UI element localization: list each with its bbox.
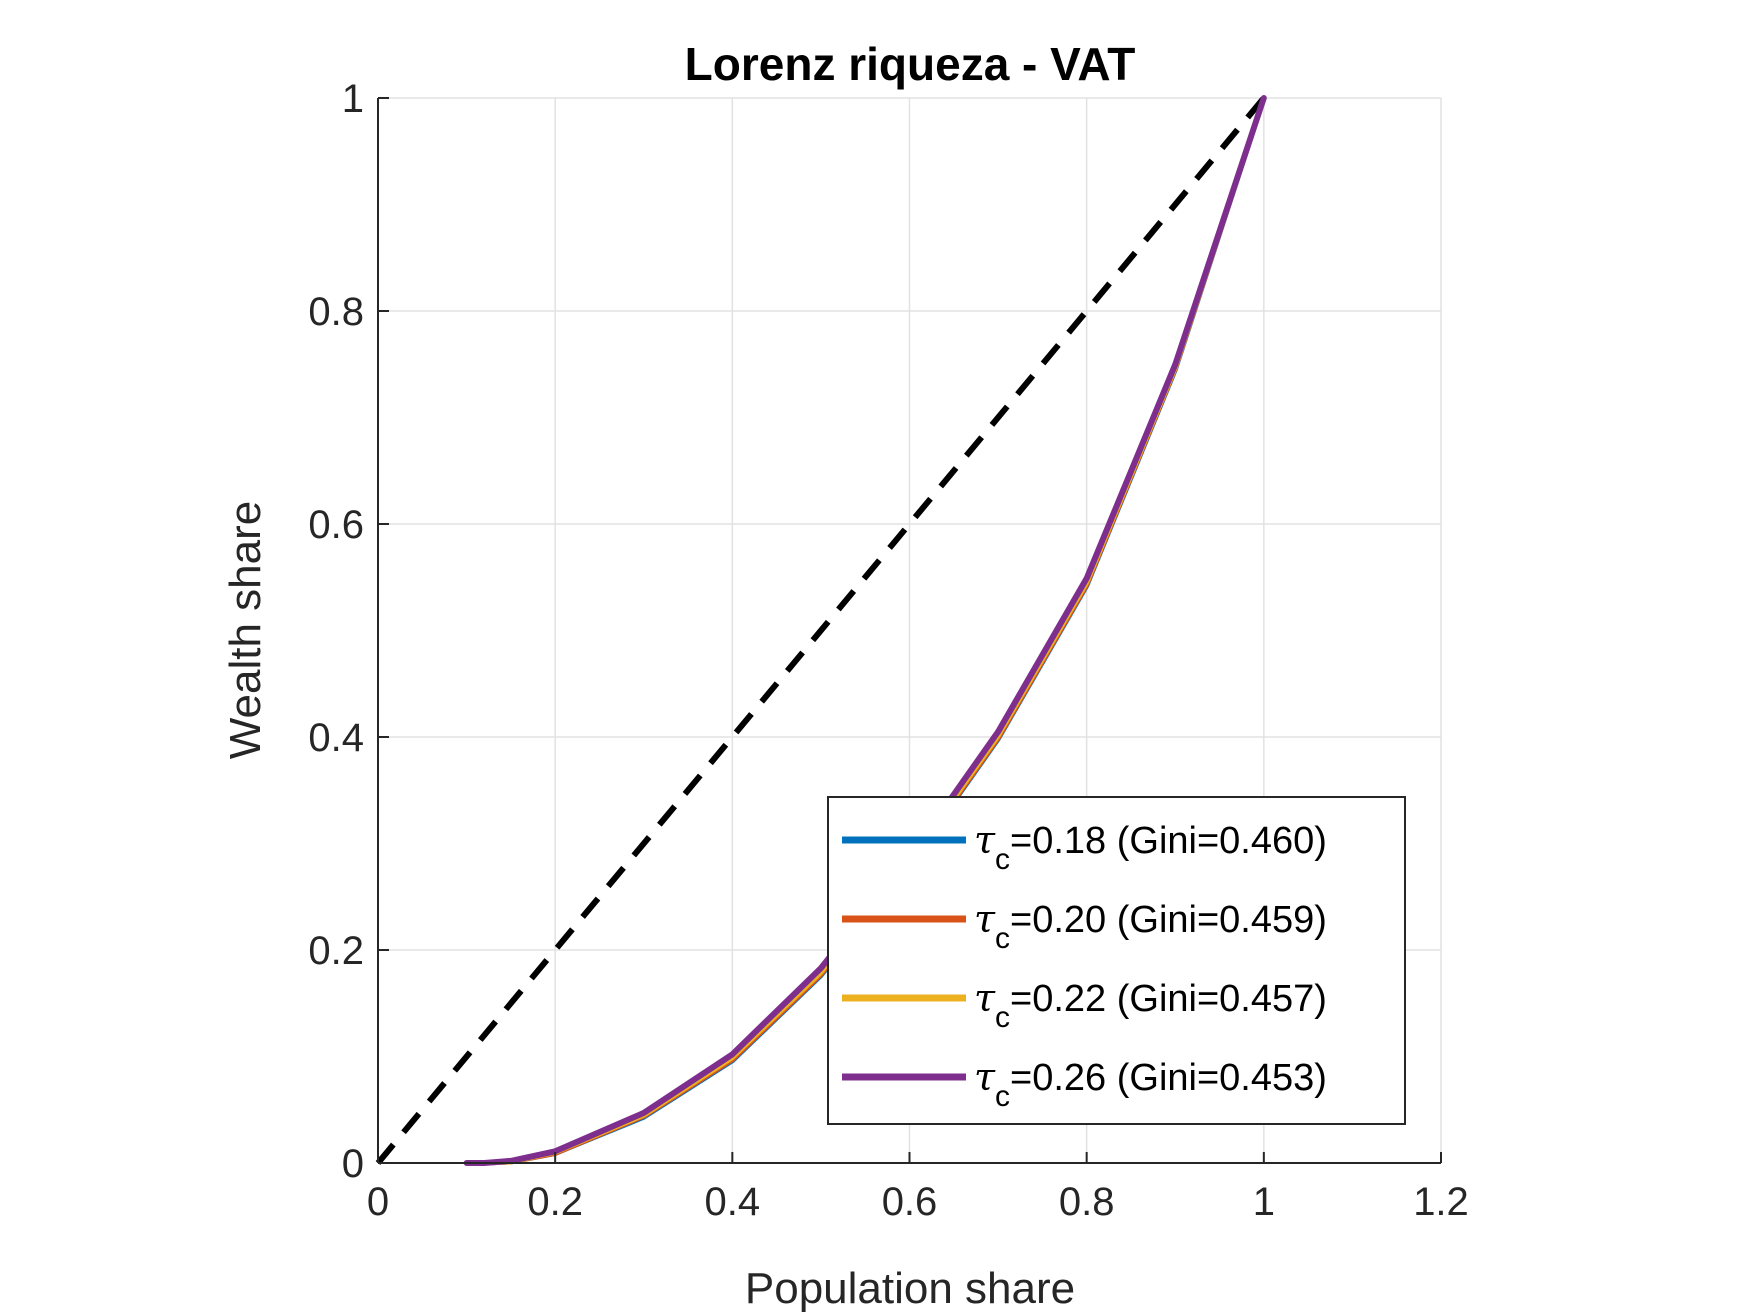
x-tick-label: 1.2: [1413, 1180, 1469, 1224]
y-tick-label: 1: [342, 77, 364, 121]
legend-label-3: τc=0.22 (Gini=0.457): [974, 976, 1327, 1034]
chart-title: Lorenz riqueza - VAT: [685, 38, 1136, 90]
y-tick-label: 0: [342, 1142, 364, 1186]
y-axis-title: Wealth share: [221, 501, 270, 759]
y-axis-ticks: 0 0.2 0.4 0.6 0.8 1: [308, 77, 389, 1186]
y-tick-label: 0.4: [308, 716, 364, 760]
y-tick-label: 0.2: [308, 929, 364, 973]
equality-line: [375, 96, 1267, 1165]
x-axis-title: Population share: [745, 1264, 1075, 1313]
series-line-4: [463, 95, 1267, 1166]
legend-label-4: τc=0.26 (Gini=0.453): [974, 1055, 1327, 1113]
x-tick-label: 0.6: [882, 1180, 938, 1224]
equality-line-group: [375, 96, 1267, 1165]
legend: τc=0.18 (Gini=0.460) τc=0.20 (Gini=0.459)…: [827, 796, 1406, 1125]
x-tick-label: 0.4: [705, 1180, 761, 1224]
y-tick-label: 0.8: [308, 290, 364, 334]
x-tick-label: 0: [367, 1180, 389, 1224]
x-tick-label: 0.8: [1059, 1180, 1115, 1224]
x-tick-label: 1: [1253, 1180, 1275, 1224]
x-tick-label: 0.2: [527, 1180, 583, 1224]
legend-label-2: τc=0.20 (Gini=0.459): [974, 897, 1327, 955]
x-axis-ticks: 0 0.2 0.4 0.6 0.8 1 1.2: [367, 1152, 1469, 1224]
legend-box: [827, 796, 1406, 1125]
legend-label-1: τc=0.18 (Gini=0.460): [974, 818, 1327, 876]
y-tick-label: 0.6: [308, 503, 364, 547]
